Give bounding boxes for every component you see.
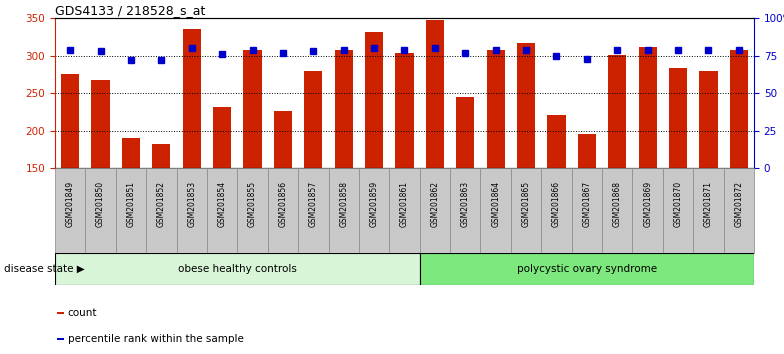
Bar <box>55 253 419 285</box>
Text: GSM201852: GSM201852 <box>157 181 166 227</box>
Bar <box>213 107 231 168</box>
Text: GSM201871: GSM201871 <box>704 181 713 227</box>
Bar <box>724 168 754 253</box>
Bar <box>268 168 298 253</box>
Bar <box>152 144 170 168</box>
Text: disease state ▶: disease state ▶ <box>4 264 85 274</box>
Text: GSM201854: GSM201854 <box>218 181 227 227</box>
Bar <box>511 168 541 253</box>
Bar <box>730 50 748 168</box>
Bar <box>578 134 596 168</box>
Bar <box>122 138 140 168</box>
Bar <box>699 70 717 168</box>
Bar <box>116 168 146 253</box>
Bar <box>426 20 444 168</box>
Bar <box>57 312 64 314</box>
Bar <box>547 115 565 168</box>
Bar <box>304 71 322 168</box>
Bar <box>328 168 359 253</box>
Bar <box>450 168 481 253</box>
Bar <box>662 168 693 253</box>
Bar <box>487 50 505 168</box>
Text: GSM201872: GSM201872 <box>735 181 743 227</box>
Bar <box>92 80 110 168</box>
Bar <box>541 168 572 253</box>
Bar <box>638 47 657 168</box>
Bar <box>183 29 201 168</box>
Bar <box>602 168 633 253</box>
Bar <box>85 168 116 253</box>
Bar <box>517 43 535 168</box>
Text: GSM201870: GSM201870 <box>673 181 683 227</box>
Text: GDS4133 / 218528_s_at: GDS4133 / 218528_s_at <box>55 4 205 17</box>
Bar <box>55 168 85 253</box>
Text: GSM201868: GSM201868 <box>613 181 622 227</box>
Text: GSM201865: GSM201865 <box>521 181 531 227</box>
Bar <box>693 168 724 253</box>
Text: GSM201858: GSM201858 <box>339 181 348 227</box>
Text: obese healthy controls: obese healthy controls <box>178 264 297 274</box>
Text: GSM201849: GSM201849 <box>66 181 74 227</box>
Bar <box>61 74 79 168</box>
Text: GSM201853: GSM201853 <box>187 181 196 227</box>
Bar <box>633 168 662 253</box>
Bar <box>298 168 328 253</box>
Text: GSM201869: GSM201869 <box>643 181 652 227</box>
Text: GSM201863: GSM201863 <box>461 181 470 227</box>
Bar <box>176 168 207 253</box>
Bar <box>238 168 268 253</box>
Bar <box>57 338 64 341</box>
Text: GSM201855: GSM201855 <box>248 181 257 227</box>
Bar <box>207 168 238 253</box>
Text: GSM201861: GSM201861 <box>400 181 409 227</box>
Text: GSM201862: GSM201862 <box>430 181 439 227</box>
Text: count: count <box>67 308 97 318</box>
Text: percentile rank within the sample: percentile rank within the sample <box>67 334 243 344</box>
Text: GSM201851: GSM201851 <box>126 181 136 227</box>
Bar <box>608 55 626 168</box>
Bar <box>274 111 292 168</box>
Bar <box>456 97 474 168</box>
Bar <box>669 68 687 168</box>
Text: GSM201867: GSM201867 <box>583 181 591 227</box>
Text: GSM201866: GSM201866 <box>552 181 561 227</box>
Bar <box>572 168 602 253</box>
Text: GSM201856: GSM201856 <box>278 181 288 227</box>
Text: polycystic ovary syndrome: polycystic ovary syndrome <box>517 264 657 274</box>
Bar <box>419 253 754 285</box>
Text: GSM201850: GSM201850 <box>96 181 105 227</box>
Text: GSM201857: GSM201857 <box>309 181 318 227</box>
Bar <box>359 168 390 253</box>
Bar <box>395 53 414 168</box>
Bar <box>146 168 176 253</box>
Bar <box>335 50 353 168</box>
Bar <box>243 50 262 168</box>
Text: GSM201864: GSM201864 <box>491 181 500 227</box>
Bar <box>419 168 450 253</box>
Text: GSM201859: GSM201859 <box>369 181 379 227</box>
Bar <box>365 32 383 168</box>
Bar <box>390 168 419 253</box>
Bar <box>481 168 511 253</box>
